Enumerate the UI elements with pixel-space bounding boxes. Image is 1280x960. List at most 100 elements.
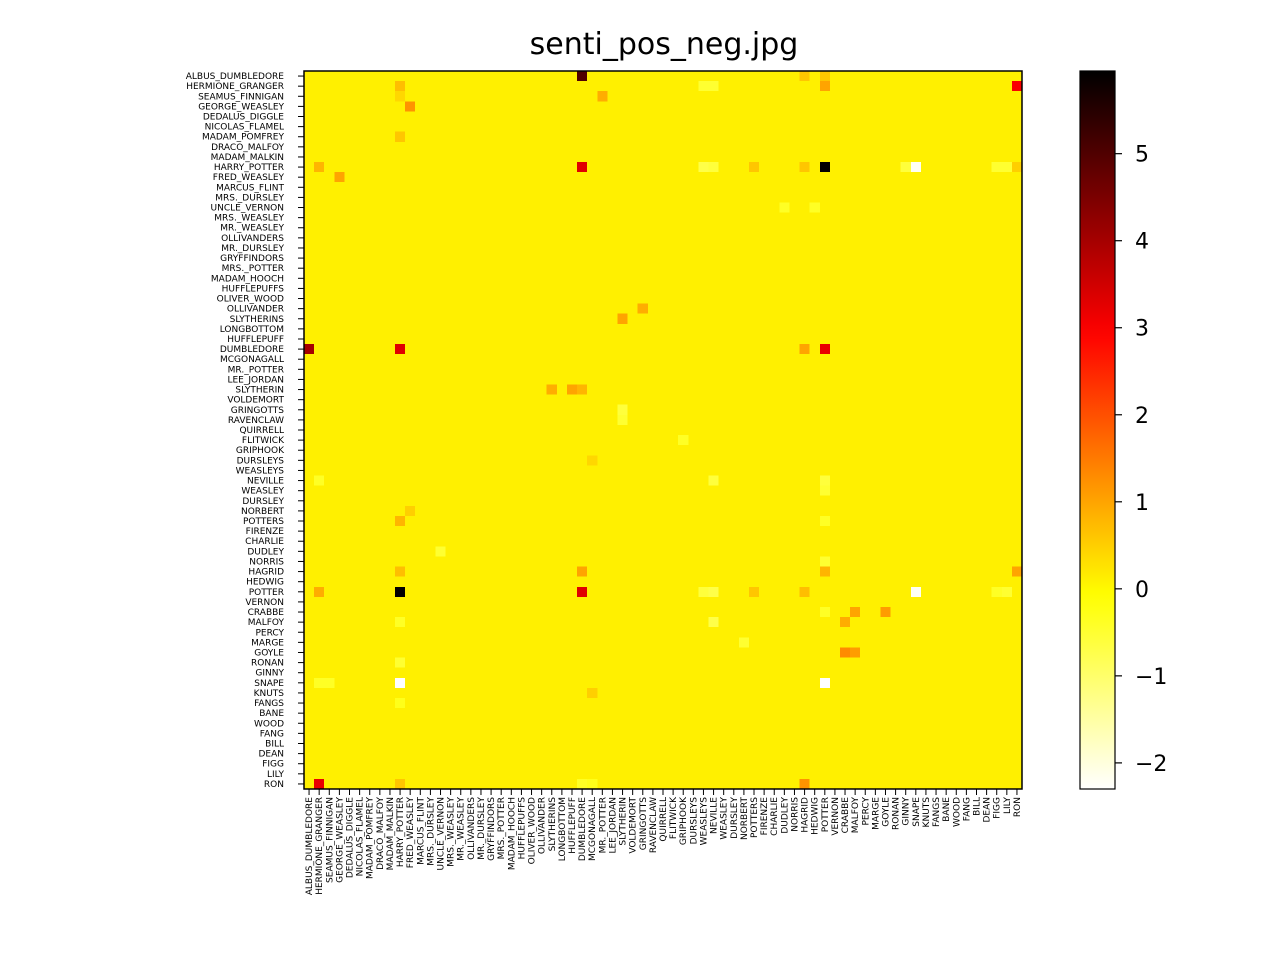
heatmap-cell — [657, 536, 669, 547]
heatmap-cell — [910, 485, 922, 497]
heatmap-cell — [971, 738, 982, 749]
heatmap-cell — [678, 394, 689, 406]
heatmap-cell — [314, 101, 325, 112]
heatmap-cell — [395, 344, 406, 355]
heatmap-cell — [759, 414, 770, 426]
heatmap-cell — [334, 738, 345, 749]
heatmap-cell — [566, 718, 578, 729]
heatmap-cell — [536, 364, 548, 375]
heatmap-cell — [961, 202, 972, 213]
heatmap-cell — [910, 728, 922, 739]
heatmap-cell — [566, 738, 578, 749]
heatmap-cell — [405, 283, 416, 294]
heatmap-cell — [789, 495, 800, 507]
heatmap-cell — [607, 212, 618, 224]
heatmap-cell — [405, 546, 416, 557]
heatmap-cell — [455, 778, 467, 790]
heatmap-cell — [627, 101, 639, 112]
heatmap-cell — [536, 71, 548, 82]
heatmap-cell — [546, 333, 558, 345]
heatmap-cell — [465, 465, 477, 476]
heatmap-cell — [647, 526, 659, 537]
heatmap-cell — [465, 677, 477, 689]
heatmap-cell — [951, 101, 962, 112]
heatmap-cell — [779, 546, 790, 557]
heatmap-cell — [759, 192, 770, 203]
heatmap-cell — [577, 414, 588, 426]
heatmap-cell — [850, 748, 861, 760]
heatmap-cell — [506, 71, 517, 82]
heatmap-cell — [910, 758, 922, 770]
heatmap-cell — [738, 71, 750, 82]
heatmap-cell — [364, 414, 376, 426]
heatmap-cell — [354, 182, 366, 193]
heatmap-cell — [566, 212, 578, 224]
heatmap-cell — [587, 182, 598, 193]
heatmap-cell — [577, 768, 588, 780]
heatmap-cell — [819, 718, 831, 729]
heatmap-cell — [607, 172, 618, 183]
heatmap-cell — [981, 283, 993, 294]
heatmap-cell — [769, 667, 780, 679]
heatmap-cell — [809, 728, 821, 739]
heatmap-cell — [951, 172, 962, 183]
heatmap-cell — [425, 344, 436, 355]
heatmap-cell — [465, 647, 477, 658]
heatmap-cell — [344, 91, 355, 102]
heatmap-cell — [678, 455, 689, 466]
heatmap-cell — [920, 222, 932, 234]
heatmap-cell — [344, 263, 355, 274]
heatmap-cell — [546, 758, 558, 770]
heatmap-cell — [566, 182, 578, 193]
heatmap-cell — [809, 667, 821, 679]
heatmap-cell — [617, 293, 628, 304]
heatmap-cell — [799, 101, 811, 112]
heatmap-cell — [556, 293, 568, 304]
heatmap-cell — [516, 435, 527, 446]
heatmap-cell — [566, 576, 578, 588]
heatmap-cell — [708, 121, 720, 133]
heatmap-cell — [809, 495, 821, 507]
heatmap-cell — [597, 475, 608, 487]
heatmap-cell — [829, 526, 841, 537]
heatmap-cell — [526, 758, 537, 770]
heatmap-cell — [920, 637, 932, 648]
heatmap-cell — [930, 617, 942, 628]
heatmap-cell — [829, 323, 841, 335]
heatmap-cell — [839, 505, 851, 517]
heatmap-cell — [516, 687, 527, 699]
heatmap-cell — [961, 697, 972, 709]
heatmap-cell — [627, 576, 639, 588]
heatmap-cell — [465, 394, 477, 406]
heatmap-cell — [850, 435, 861, 446]
heatmap-cell — [486, 586, 497, 598]
heatmap-cell — [395, 101, 406, 112]
heatmap-cell — [304, 354, 315, 365]
heatmap-cell — [789, 546, 800, 557]
heatmap-cell — [526, 617, 537, 628]
heatmap-cell — [728, 313, 740, 325]
heatmap-cell — [435, 141, 446, 153]
heatmap-cell — [364, 536, 376, 547]
heatmap-cell — [789, 232, 800, 244]
heatmap-cell — [860, 556, 871, 567]
heatmap-cell — [951, 627, 962, 638]
heatmap-cell — [496, 293, 507, 304]
heatmap-cell — [930, 435, 942, 446]
heatmap-cell — [597, 313, 608, 325]
heatmap-cell — [668, 637, 679, 648]
heatmap-cell — [556, 344, 568, 355]
heatmap-cell — [657, 222, 669, 234]
heatmap-cell — [526, 596, 537, 608]
heatmap-cell — [941, 364, 952, 375]
heatmap-cell — [587, 475, 598, 487]
heatmap-cell — [556, 273, 568, 284]
heatmap-cell — [910, 526, 922, 537]
heatmap-cell — [486, 768, 497, 780]
heatmap-cell — [556, 192, 568, 203]
heatmap-cell — [748, 111, 760, 122]
heatmap-cell — [809, 131, 821, 143]
heatmap-cell — [536, 374, 548, 385]
heatmap-cell — [910, 677, 922, 689]
heatmap-cell — [1011, 293, 1023, 304]
